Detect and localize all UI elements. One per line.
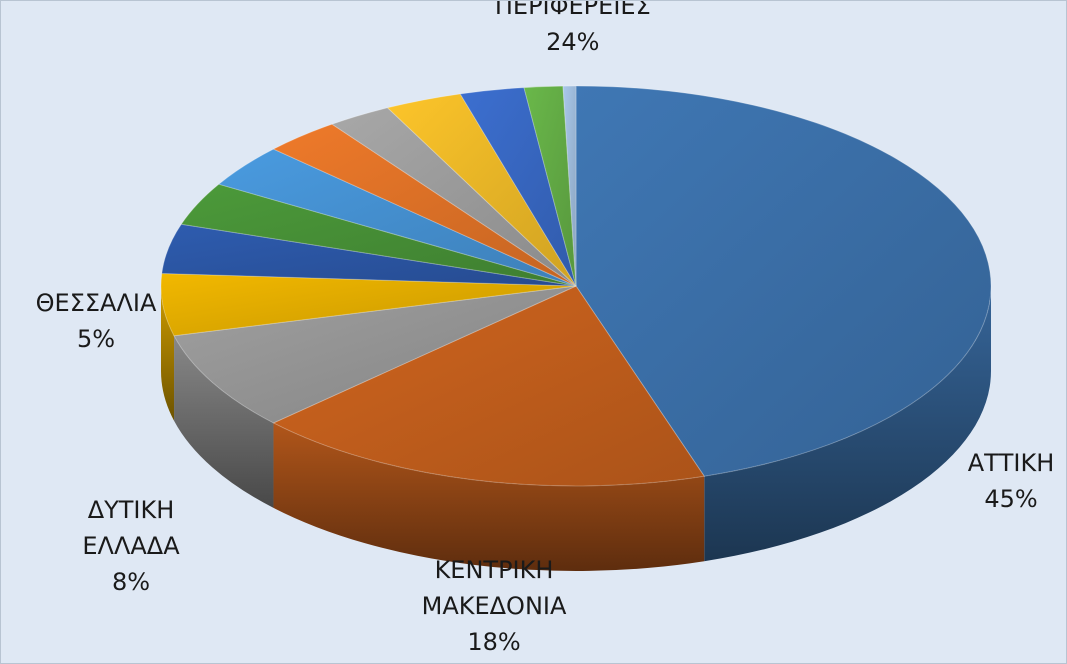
pie-slice [459, 87, 577, 287]
pie-slice [173, 285, 577, 424]
slice-name: ΚΕΝΤΡΙΚΗ ΜΑΚΕΔΟΝΙΑ [421, 556, 567, 620]
pie-slice [330, 107, 577, 287]
slice-label: ΘΕΣΣΑΛΙΑ 5% [36, 285, 157, 357]
pie-slice [575, 85, 992, 477]
pie-side [161, 286, 175, 421]
pie-slice [272, 123, 577, 287]
slice-label: ΔΥΤΙΚΗ ΕΛΛΑΔΑ 8% [82, 492, 179, 600]
pie-slice [161, 223, 577, 287]
slice-value: 45% [984, 485, 1038, 513]
pie-slice [180, 183, 577, 287]
pie-slice [272, 285, 706, 487]
pie-slice [523, 85, 577, 287]
pie-side [704, 286, 991, 562]
slice-label: ΑΤΤΙΚΗ 45% [968, 445, 1055, 517]
slice-name: ΑΤΤΙΚΗ [967, 449, 1055, 477]
slice-value: 8% [111, 568, 151, 596]
group-value: 24% [546, 28, 600, 56]
slice-label: ΚΕΝΤΡΙΚΗ ΜΑΚΕΔΟΝΙΑ 18% [422, 552, 567, 660]
slice-value: 18% [467, 628, 521, 656]
group-label: ΛΟΙΠΕΣ ΠΕΡΙΦΕΡΕΙΕΣ 24% [494, 0, 651, 60]
pie-side [273, 422, 705, 571]
pie-slice [386, 93, 577, 287]
slice-name: ΘΕΣΣΑΛΙΑ [35, 289, 157, 317]
slice-value: 5% [76, 325, 116, 353]
slice-name: ΔΥΤΙΚΗ ΕΛΛΑΔΑ [82, 496, 180, 560]
pie-side [174, 335, 274, 508]
pie-slice [217, 148, 577, 287]
pie-slice [160, 272, 577, 337]
pie-slice [562, 85, 577, 287]
group-name: ΛΟΙΠΕΣ ΠΕΡΙΦΕΡΕΙΕΣ [494, 0, 651, 20]
